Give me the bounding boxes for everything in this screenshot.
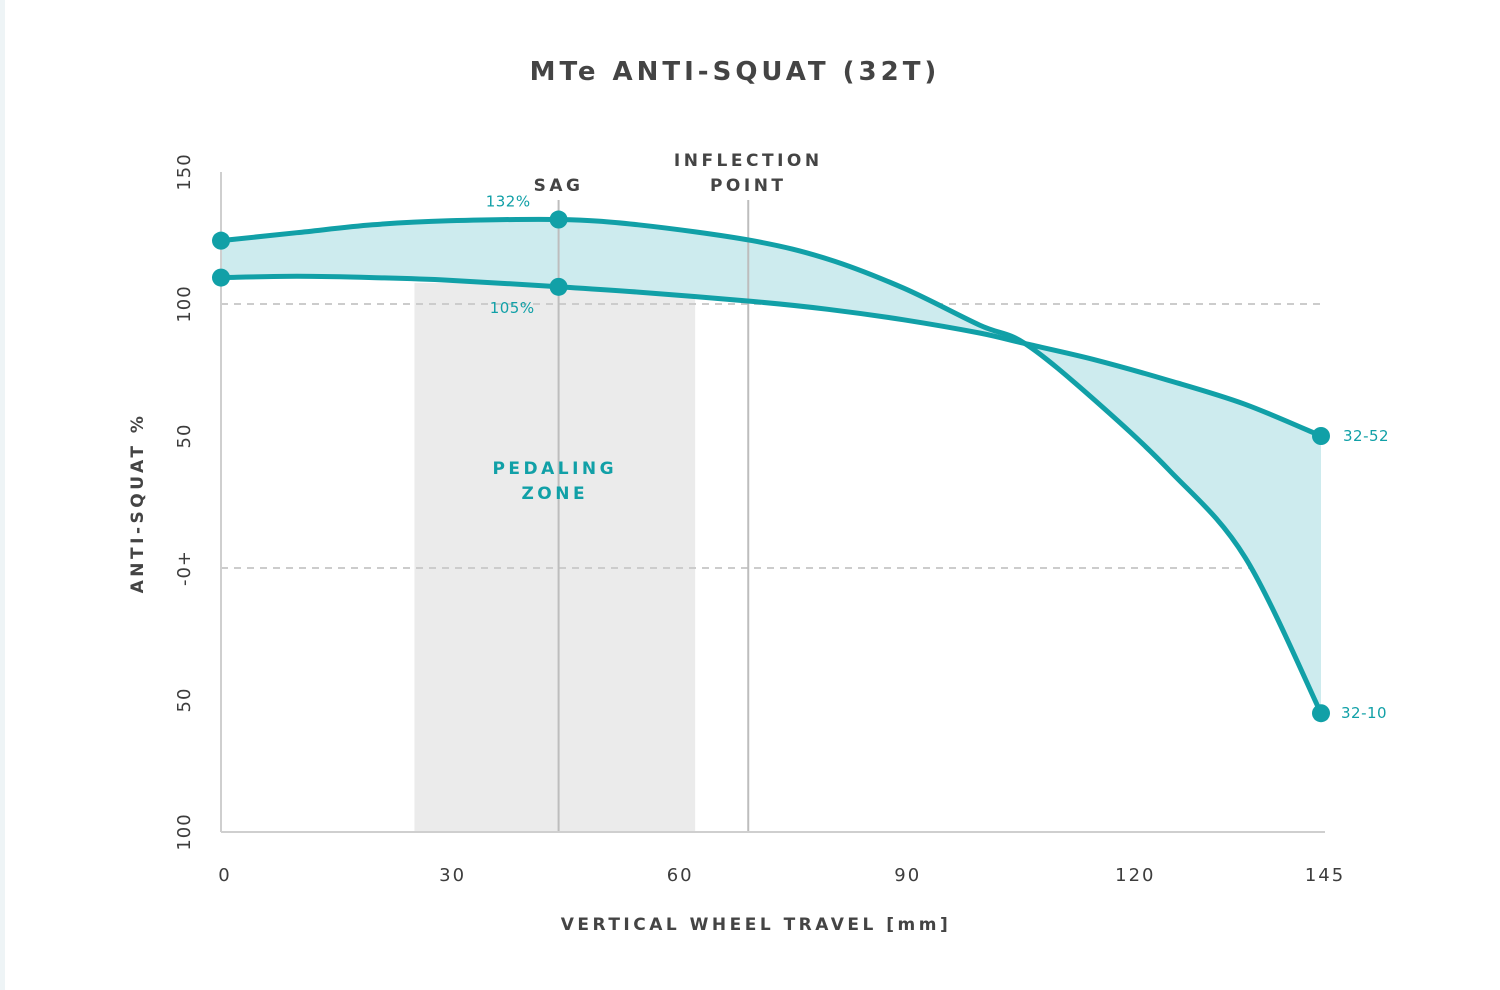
pedaling-zone-group bbox=[414, 282, 696, 832]
x-tick-label: 145 bbox=[1305, 865, 1345, 886]
tick-labels: 0 30 60 90 120 145 150 100 50 -0+ 50 100 bbox=[174, 153, 1345, 886]
x-tick-label: 60 bbox=[667, 865, 694, 886]
marker-32-52-44.5 bbox=[549, 277, 568, 296]
chart-title: MTe ANTI-SQUAT (32T) bbox=[530, 57, 941, 87]
x-tick-label: 120 bbox=[1115, 865, 1155, 886]
inflection-label-line2: POINT bbox=[710, 176, 787, 196]
pedaling-zone-label-line2: ZONE bbox=[521, 484, 588, 504]
y-tick-label: 50 bbox=[174, 424, 195, 449]
y-tick-label: 50 bbox=[174, 688, 195, 713]
area-between-series bbox=[221, 219, 1321, 714]
pedaling-zone-band bbox=[414, 282, 696, 832]
marker-32-52-145 bbox=[1312, 427, 1330, 445]
series-label-32-10: 32-10 bbox=[1341, 704, 1387, 722]
x-axis-label: VERTICAL WHEEL TRAVEL [mm] bbox=[561, 915, 952, 935]
y-tick-label: 100 bbox=[174, 813, 195, 850]
series-line-32-52 bbox=[218, 273, 1324, 439]
fill-between-series bbox=[221, 219, 1321, 714]
y-tick-label: 100 bbox=[174, 285, 195, 322]
pedaling-zone-label-line1: PEDALING bbox=[492, 459, 617, 479]
x-tick-label: 90 bbox=[894, 865, 921, 886]
marker-32-52-0 bbox=[212, 268, 230, 287]
vertical-markers bbox=[557, 200, 750, 832]
sag-label: SAG bbox=[534, 176, 584, 196]
data-label-132: 132% bbox=[486, 193, 531, 211]
inflection-label-line1: INFLECTION bbox=[674, 151, 823, 171]
marker-32-10-0 bbox=[212, 231, 230, 250]
y-tick-label: -0+ bbox=[174, 550, 195, 586]
series-line-32-10 bbox=[218, 216, 1324, 716]
x-tick-label: 30 bbox=[439, 865, 466, 886]
left-edge-strip bbox=[0, 0, 5, 990]
series-lines bbox=[218, 216, 1324, 716]
series-markers bbox=[212, 210, 1330, 723]
y-axis-label: ANTI-SQUAT % bbox=[128, 413, 148, 594]
x-tick-label: 0 bbox=[218, 865, 231, 886]
marker-32-10-145 bbox=[1312, 704, 1330, 723]
data-label-105: 105% bbox=[490, 299, 535, 317]
series-label-32-52: 32-52 bbox=[1343, 427, 1389, 445]
marker-32-10-44.5 bbox=[549, 210, 568, 229]
y-tick-label: 150 bbox=[174, 153, 195, 190]
